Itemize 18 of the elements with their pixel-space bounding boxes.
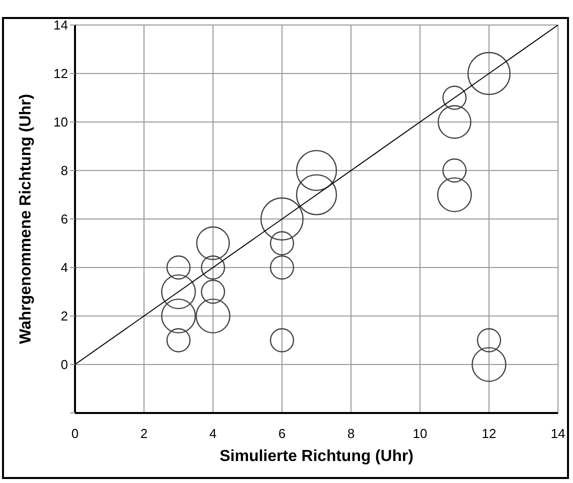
y-tick-label: 12 — [54, 66, 68, 82]
x-tick-label: 0 — [71, 426, 79, 442]
y-tick-label: 14 — [54, 18, 68, 33]
x-tick-label: 4 — [209, 426, 217, 442]
y-tick-label: 6 — [60, 212, 68, 227]
x-axis-title: Simulierte Richtung (Uhr) — [220, 448, 414, 465]
x-tick-label: 14 — [550, 426, 566, 442]
y-axis-title: Wahrgenommene Richtung (Uhr) — [18, 94, 35, 344]
x-tick-label: 12 — [482, 426, 496, 442]
x-tick-label: 8 — [347, 426, 355, 442]
x-tick-label: 6 — [278, 426, 286, 442]
y-tick-label: 2 — [60, 308, 68, 324]
x-tick-label: 2 — [140, 426, 148, 442]
y-tick-label: 0 — [60, 357, 68, 372]
y-tick-label: 8 — [60, 163, 68, 178]
y-tick-label: 10 — [54, 114, 68, 130]
x-tick-label: 10 — [412, 426, 428, 442]
y-tick-label: 4 — [60, 260, 68, 276]
